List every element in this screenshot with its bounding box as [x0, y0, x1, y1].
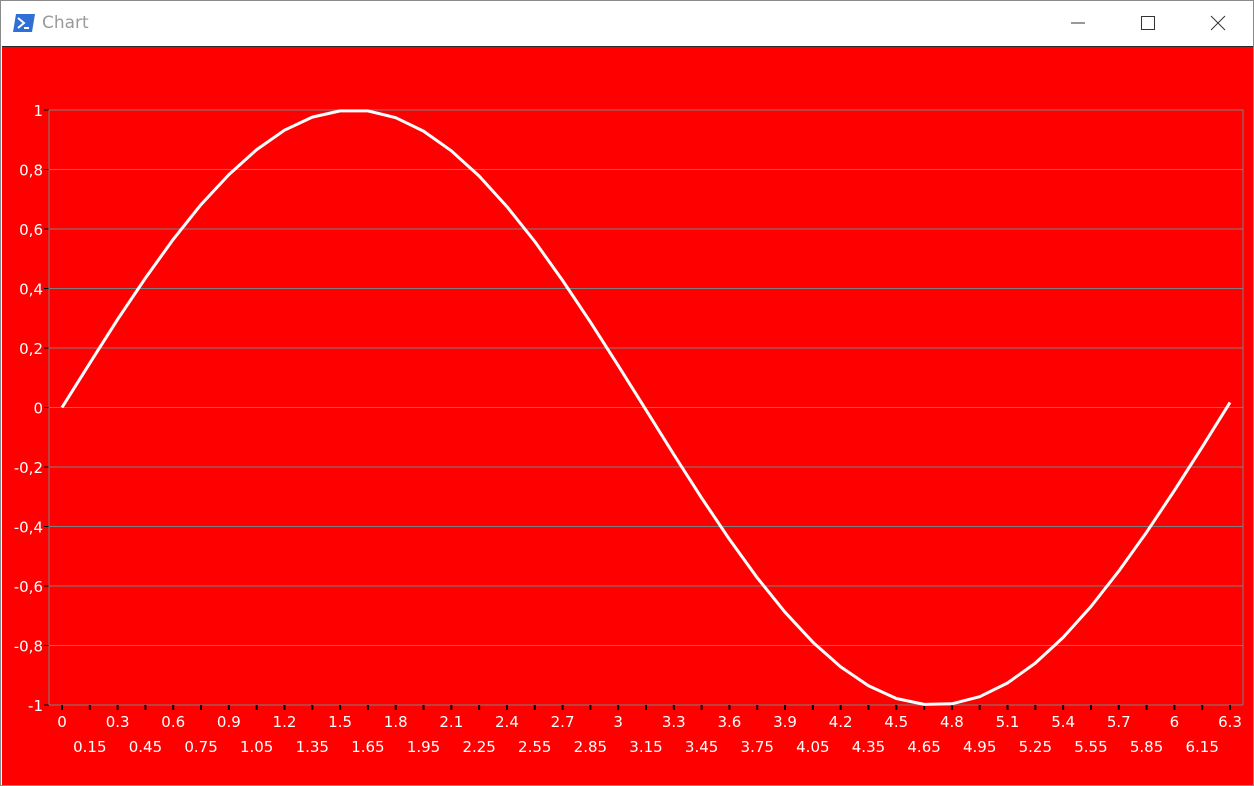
x-tick-label: 0.15: [73, 738, 106, 756]
x-tick-label: 4.35: [852, 738, 885, 756]
x-tick-label: 4.8: [940, 713, 964, 731]
y-tick-label: -0,4: [14, 519, 43, 537]
maximize-icon: [1141, 16, 1155, 30]
minimize-icon: [1071, 22, 1085, 24]
chart-area: 1 0,8 0,6 0,4 0,2 0 -0,2 -0,4 -0,6 -0,8 -1 0 0.15 0.…: [2, 46, 1253, 785]
y-tick-label: 1: [33, 102, 43, 120]
x-tick-label: 6.3: [1218, 713, 1242, 731]
x-tick-label: 6: [1170, 713, 1180, 731]
close-icon: [1210, 15, 1226, 31]
x-tick-label: 2.25: [462, 738, 495, 756]
x-tick-label: 3.15: [629, 738, 662, 756]
x-tick-label: 3.75: [741, 738, 774, 756]
maximize-button[interactable]: [1113, 1, 1183, 45]
x-tick-label: 5.85: [1130, 738, 1163, 756]
window-title: Chart: [42, 13, 89, 33]
x-axis-tick-labels: 0 0.150.3 0.45 0.6 0.750.9 1.051.2 1.35 1.5 1.65…: [57, 713, 1242, 756]
y-tick-label: 0,6: [19, 221, 43, 239]
x-tick-label: 0.3: [106, 713, 130, 731]
x-tick-label: 1.2: [273, 713, 297, 731]
x-tick-label: 1.8: [384, 713, 408, 731]
x-tick-label: 2.1: [439, 713, 463, 731]
series-layer: [60, 109, 1232, 706]
y-tick-label: 0,8: [19, 162, 43, 180]
x-tick-label: 5.1: [996, 713, 1020, 731]
x-tick-label: 3: [613, 713, 623, 731]
close-button[interactable]: [1183, 1, 1253, 45]
x-tick-label: 0: [57, 713, 67, 731]
powershell-icon: [13, 14, 35, 32]
y-axis-tick-labels: 1 0,8 0,6 0,4 0,2 0 -0,2 -0,4 -0,6 -0,8 -1: [14, 102, 43, 715]
x-tick-label: 6.15: [1185, 738, 1218, 756]
y-tick-label: -0,6: [14, 578, 43, 596]
x-tick-label: 3.9: [773, 713, 797, 731]
x-tick-label: 4.2: [829, 713, 853, 731]
y-tick-label: -0,2: [14, 459, 43, 477]
x-tick-label: 5.55: [1074, 738, 1107, 756]
x-tick-label: 1.5: [328, 713, 352, 731]
x-tick-label: 2.85: [574, 738, 607, 756]
x-tick-label: 0.45: [129, 738, 162, 756]
y-tick-label: 0,2: [19, 340, 43, 358]
x-tick-label: 5.25: [1019, 738, 1052, 756]
minimize-button[interactable]: [1043, 1, 1113, 45]
x-tick-label: 3.3: [662, 713, 686, 731]
x-tick-label: 1.65: [351, 738, 384, 756]
x-tick-label: 4.65: [907, 738, 940, 756]
series-line: [60, 109, 1232, 706]
axes: [44, 109, 1244, 710]
x-tick-label: 1.05: [240, 738, 273, 756]
title-bar[interactable]: Chart: [1, 1, 1253, 45]
x-tick-label: 3.6: [717, 713, 741, 731]
x-tick-label: 1.35: [296, 738, 329, 756]
line-chart: 10,80,60,40,20-0,2-0,4-0,6-0,8-1 00.150.…: [14, 102, 1244, 756]
y-tick-label: 0,4: [19, 281, 43, 299]
y-tick-label: -0,8: [14, 638, 43, 656]
x-tick-label: 4.95: [963, 738, 996, 756]
y-tick-label: -1: [28, 697, 43, 715]
x-tick-label: 0.75: [184, 738, 217, 756]
x-tick-label: 4.05: [796, 738, 829, 756]
x-tick-label: 1.95: [407, 738, 440, 756]
x-tick-label: 5.4: [1051, 713, 1075, 731]
x-tick-label: 2.7: [551, 713, 575, 731]
x-tick-label: 0.9: [217, 713, 241, 731]
x-tick-label: 2.4: [495, 713, 519, 731]
x-tick-label: 2.55: [518, 738, 551, 756]
x-tick-label: 5.7: [1107, 713, 1131, 731]
y-tick-label: 0: [33, 400, 43, 418]
x-tick-label: 3.45: [685, 738, 718, 756]
x-tick-label: 4.5: [884, 713, 908, 731]
x-tick-label: 0.6: [161, 713, 185, 731]
